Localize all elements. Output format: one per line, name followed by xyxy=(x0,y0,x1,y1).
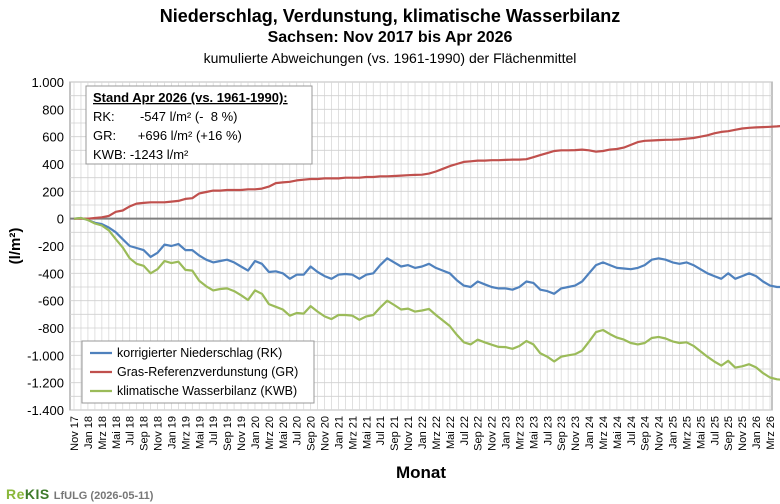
legend-entry: korrigierter Niederschlag (RK) xyxy=(117,346,282,360)
y-tick-label: -1.200 xyxy=(27,376,64,391)
x-tick-label: Nov 22 xyxy=(487,416,499,451)
x-tick-label: Jul 20 xyxy=(292,416,304,445)
x-tick-label: Mai 18 xyxy=(111,416,123,449)
x-tick-label: Sep 22 xyxy=(473,416,485,451)
legend-entry: klimatische Wasserbilanz (KWB) xyxy=(117,384,297,398)
footer: ReKIS LfULG (2026-05-11) xyxy=(6,486,153,502)
y-tick-label: 1.000 xyxy=(31,75,64,90)
x-tick-label: Mai 19 xyxy=(194,416,206,449)
chart-subtitle-2: kumulierte Abweichungen (vs. 1961-1990) … xyxy=(203,50,577,66)
x-tick-label: Sep 20 xyxy=(306,416,318,451)
x-tick-label: Mai 24 xyxy=(612,416,624,449)
x-tick-label: Jul 24 xyxy=(626,416,638,445)
x-tick-label: Mrz 20 xyxy=(264,416,276,450)
y-tick-label: 200 xyxy=(42,184,64,199)
x-tick-label: Jan 24 xyxy=(584,416,596,449)
x-axis-label: Monat xyxy=(396,463,446,482)
x-tick-label: Sep 24 xyxy=(640,416,652,451)
x-tick-label: Sep 23 xyxy=(556,416,568,451)
x-tick-label: Jan 19 xyxy=(166,416,178,449)
rekis-logo: ReKIS xyxy=(6,486,50,502)
x-tick-label: Jul 19 xyxy=(208,416,220,445)
x-tick-label: Mai 25 xyxy=(695,416,707,449)
x-tick-label: Mrz 18 xyxy=(97,416,109,450)
series-line-kwb xyxy=(73,216,780,381)
info-box-kwb: KWB: -1243 l/m² xyxy=(93,147,189,162)
x-tick-label: Jan 21 xyxy=(333,416,345,449)
legend: korrigierter Niederschlag (RK) Gras-Refer… xyxy=(81,340,315,404)
info-box-rk: RK: -547 l/m² (- 8 %) xyxy=(93,109,237,124)
x-tick-label: Mrz 23 xyxy=(514,416,526,450)
x-tick-label: Mrz 22 xyxy=(431,416,443,450)
x-tick-label: Jul 18 xyxy=(125,416,137,445)
x-tick-label: Mrz 26 xyxy=(765,416,777,450)
info-box-heading: Stand Apr 2026 (vs. 1961-1990): xyxy=(93,90,288,105)
x-tick-label: Jan 20 xyxy=(250,416,262,449)
y-tick-label: 0 xyxy=(57,212,64,227)
y-tick-label: -600 xyxy=(38,294,64,309)
x-tick-label: Nov 24 xyxy=(654,416,666,451)
x-tick-label: Sep 18 xyxy=(139,416,151,451)
x-tick-label: Jan 18 xyxy=(83,416,95,449)
x-tick-label: Mai 20 xyxy=(278,416,290,449)
x-tick-label: Mrz 25 xyxy=(681,416,693,450)
y-tick-label: 600 xyxy=(42,130,64,145)
y-tick-label: -1.000 xyxy=(27,348,64,363)
chart-subtitle: Sachsen: Nov 2017 bis Apr 2026 xyxy=(267,29,513,46)
x-tick-label: Mai 23 xyxy=(528,416,540,449)
x-tick-label: Mrz 24 xyxy=(598,416,610,450)
y-tick-label: -400 xyxy=(38,266,64,281)
x-tick-label: Mai 21 xyxy=(361,416,373,449)
x-tick-label: Nov 23 xyxy=(570,416,582,451)
x-tick-label: Nov 17 xyxy=(69,416,81,451)
legend-entry: Gras-Referenzverdunstung (GR) xyxy=(117,365,298,379)
y-tick-label: 800 xyxy=(42,102,64,117)
footer-org-date: LfULG (2026-05-11) xyxy=(53,490,154,502)
y-axis-label: (l/m²) xyxy=(7,228,24,265)
y-tick-label: -1.400 xyxy=(27,403,64,418)
info-box: Stand Apr 2026 (vs. 1961-1990): RK: -547 … xyxy=(85,85,313,165)
y-tick-label: -800 xyxy=(38,321,64,336)
y-tick-label: 400 xyxy=(42,157,64,172)
legend-frame xyxy=(81,340,315,404)
info-box-frame xyxy=(85,85,313,165)
series-line-gr xyxy=(74,124,780,220)
x-tick-label: Nov 18 xyxy=(153,416,165,451)
x-tick-label: Mrz 19 xyxy=(180,416,192,450)
x-tick-label: Sep 19 xyxy=(222,416,234,451)
x-tick-label: Jul 21 xyxy=(375,416,387,445)
x-tick-label: Mrz 21 xyxy=(347,416,359,450)
info-box-gr: GR: +696 l/m² (+16 %) xyxy=(93,128,242,143)
x-tick-label: Nov 20 xyxy=(320,416,332,451)
x-tick-label: Nov 21 xyxy=(403,416,415,451)
x-tick-label: Jan 23 xyxy=(501,416,513,449)
x-tick-label: Nov 19 xyxy=(236,416,248,451)
x-tick-label: Sep 21 xyxy=(389,416,401,451)
x-tick-label: Jul 23 xyxy=(542,416,554,445)
x-tick-label: Sep 25 xyxy=(723,416,735,451)
x-tick-label: Mai 22 xyxy=(445,416,457,449)
y-tick-label: -200 xyxy=(38,239,64,254)
x-tick-label: Jan 22 xyxy=(417,416,429,449)
chart-title: Niederschlag, Verdunstung, klimatische W… xyxy=(159,6,621,26)
x-tick-label: Jan 25 xyxy=(668,416,680,449)
x-tick-label: Jul 25 xyxy=(709,416,721,445)
series-line-rk xyxy=(73,216,780,295)
x-tick-label: Jan 26 xyxy=(751,416,763,449)
x-tick-label: Jul 22 xyxy=(459,416,471,445)
x-tick-label: Nov 25 xyxy=(737,416,749,451)
